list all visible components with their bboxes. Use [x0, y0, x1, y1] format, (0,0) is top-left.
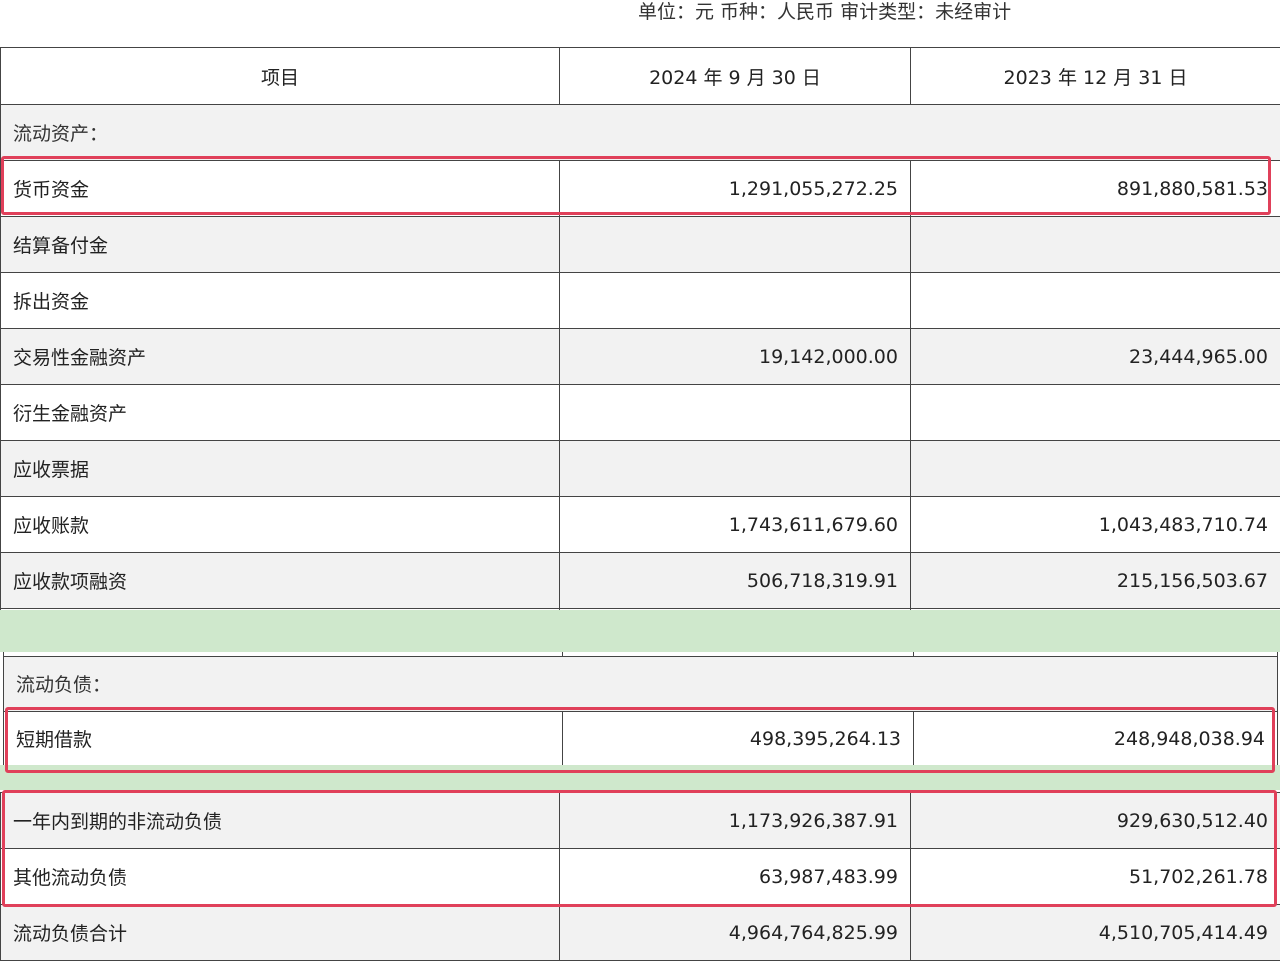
row-value-2024: 1,173,926,387.91	[560, 793, 911, 849]
row-label: 应收账款	[1, 497, 560, 553]
row-value-2024	[560, 217, 911, 273]
row-value-2024	[560, 385, 911, 441]
row-value-2023: 1,043,483,710.74	[911, 497, 1280, 553]
row-label: 衍生金融资产	[1, 385, 560, 441]
table-row: 拆出资金	[1, 273, 1280, 329]
row-value-2023: 929,630,512.40	[911, 793, 1280, 849]
row-value-2024	[560, 441, 911, 497]
row-label: 短期借款	[4, 711, 563, 766]
balance-sheet-liabilities-continued-table: 一年内到期的非流动负债 1,173,926,387.91 929,630,512…	[0, 792, 1280, 961]
section-row-current-liabilities: 流动负债：	[4, 656, 1278, 711]
header-2023-12-31: 2023 年 12 月 31 日	[911, 48, 1280, 105]
row-value-2024: 63,987,483.99	[560, 849, 911, 905]
row-value-2024: 4,964,764,825.99	[560, 905, 911, 961]
row-value-2024: 498,395,264.13	[563, 711, 914, 766]
row-value-2023: 248,948,038.94	[914, 711, 1278, 766]
row-label: 交易性金融资产	[1, 329, 560, 385]
row-label: 一年内到期的非流动负债	[1, 793, 560, 849]
row-label: 应收款项融资	[1, 553, 560, 609]
table-row: 衍生金融资产	[1, 385, 1280, 441]
row-value-2023	[911, 273, 1280, 329]
row-label: 拆出资金	[1, 273, 560, 329]
table-row: 一年内到期的非流动负债 1,173,926,387.91 929,630,512…	[1, 793, 1280, 849]
row-label: 货币资金	[1, 161, 560, 217]
section-row-current-assets: 流动资产：	[1, 105, 1280, 161]
section-label-current-assets: 流动资产：	[1, 105, 1280, 161]
row-value-2023	[911, 217, 1280, 273]
row-label: 其他流动负债	[1, 849, 560, 905]
row-label: 应收票据	[1, 441, 560, 497]
row-value-2023: 215,156,503.67	[911, 553, 1280, 609]
section-label-current-liabilities: 流动负债：	[4, 656, 1278, 711]
unit-currency-audit-line: 单位：元 币种：人民币 审计类型：未经审计	[638, 0, 1011, 26]
screenshot-splice-separator	[0, 765, 1280, 790]
header-item: 项目	[1, 48, 560, 105]
row-value-2023: 23,444,965.00	[911, 329, 1280, 385]
row-value-2023	[911, 385, 1280, 441]
row-value-2023: 891,880,581.53	[911, 161, 1280, 217]
row-value-2023: 4,510,705,414.49	[911, 905, 1280, 961]
row-label: 结算备付金	[1, 217, 560, 273]
table-row: 其他流动负债 63,987,483.99 51,702,261.78	[1, 849, 1280, 905]
row-label: 流动负债合计	[1, 905, 560, 961]
row-value-2024: 19,142,000.00	[560, 329, 911, 385]
table-row: 交易性金融资产 19,142,000.00 23,444,965.00	[1, 329, 1280, 385]
row-value-2024: 1,743,611,679.60	[560, 497, 911, 553]
table-header-row: 项目 2024 年 9 月 30 日 2023 年 12 月 31 日	[1, 48, 1280, 105]
table-row: 应收票据	[1, 441, 1280, 497]
row-value-2024	[560, 273, 911, 329]
table-row: 货币资金 1,291,055,272.25 891,880,581.53	[1, 161, 1280, 217]
row-value-2024: 506,718,319.91	[560, 553, 911, 609]
balance-sheet-assets-table: 项目 2024 年 9 月 30 日 2023 年 12 月 31 日 流动资产…	[0, 47, 1280, 615]
table-row: 应收账款 1,743,611,679.60 1,043,483,710.74	[1, 497, 1280, 553]
row-value-2023: 51,702,261.78	[911, 849, 1280, 905]
table-row: 短期借款 498,395,264.13 248,948,038.94	[4, 711, 1278, 766]
table-row: 应收款项融资 506,718,319.91 215,156,503.67	[1, 553, 1280, 609]
screenshot-splice-separator	[0, 610, 1280, 652]
balance-sheet-liabilities-table: 流动负债： 短期借款 498,395,264.13 248,948,038.94	[3, 652, 1278, 767]
row-value-2023	[911, 441, 1280, 497]
table-row: 结算备付金	[1, 217, 1280, 273]
table-row: 流动负债合计 4,964,764,825.99 4,510,705,414.49	[1, 905, 1280, 961]
row-value-2024: 1,291,055,272.25	[560, 161, 911, 217]
header-2024-09-30: 2024 年 9 月 30 日	[560, 48, 911, 105]
